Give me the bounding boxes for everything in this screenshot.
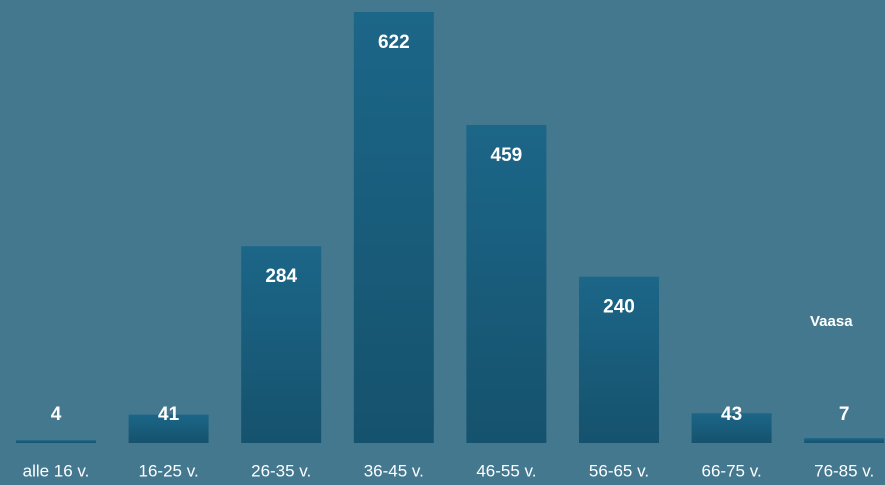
value-label: 284 <box>265 266 297 287</box>
x-tick-label: 26-35 v. <box>251 461 311 480</box>
bar <box>16 440 96 443</box>
bar <box>466 124 547 443</box>
x-tick-label: 46-55 v. <box>476 461 536 480</box>
bar <box>691 413 772 443</box>
bar <box>241 246 322 443</box>
x-tick-label: 56-65 v. <box>589 461 649 480</box>
x-tick-label: 66-75 v. <box>702 461 762 480</box>
value-label: 41 <box>158 404 180 425</box>
bar <box>579 276 659 443</box>
bar <box>804 438 885 443</box>
value-label: 7 <box>839 404 850 425</box>
x-tick-label: 76-85 v. <box>814 461 874 480</box>
bar <box>353 12 434 443</box>
value-label: 43 <box>721 404 742 425</box>
x-tick-label: 36-45 v. <box>364 461 424 480</box>
value-label: 4 <box>51 404 62 425</box>
x-tick-label: 16-25 v. <box>139 461 199 480</box>
bar <box>128 414 209 443</box>
value-label: 459 <box>491 145 523 166</box>
value-label: 240 <box>603 297 635 318</box>
annotation: Vaasa <box>810 313 853 330</box>
x-tick-label: alle 16 v. <box>23 461 90 480</box>
value-label: 622 <box>378 32 410 53</box>
